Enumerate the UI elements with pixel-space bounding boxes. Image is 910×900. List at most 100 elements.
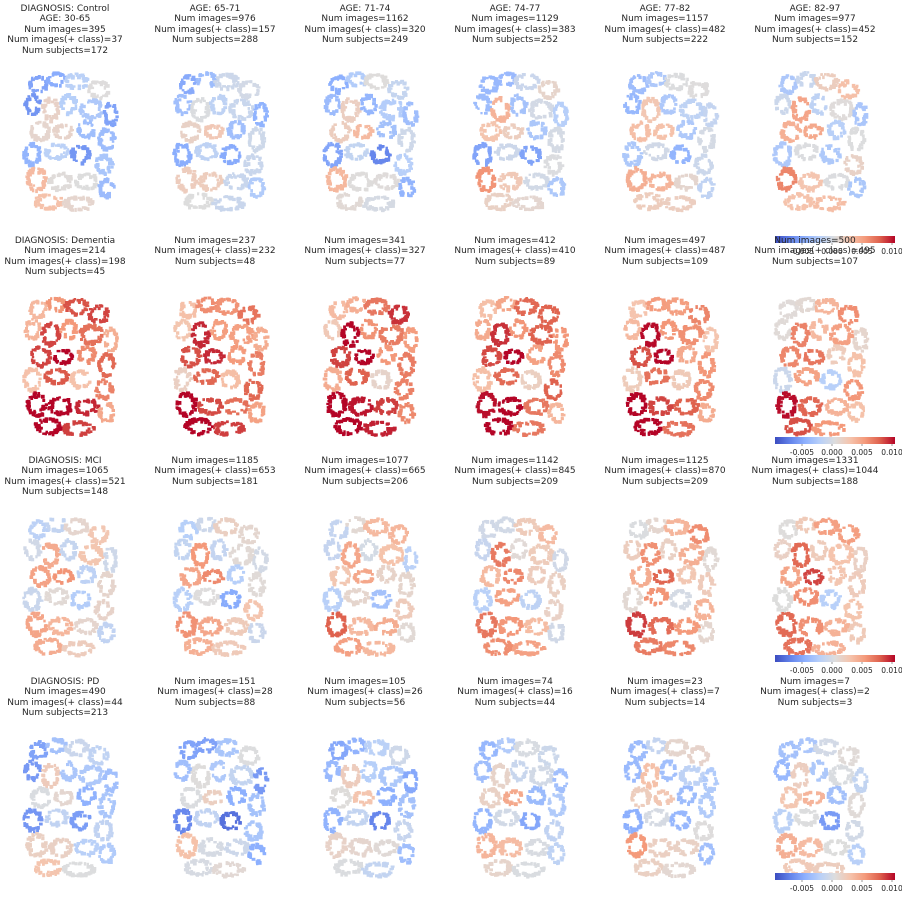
brain-region-3 — [403, 81, 407, 85]
brain-region-22 — [521, 205, 525, 209]
brain-region-19 — [236, 174, 241, 178]
brain-region-19 — [535, 172, 539, 177]
brain-region-8 — [705, 103, 709, 107]
brain-region-7 — [387, 114, 391, 118]
brain-region-22 — [531, 195, 536, 200]
brain-region-18 — [658, 187, 662, 192]
brain-region-2 — [381, 77, 385, 81]
brain-region-21 — [647, 193, 650, 197]
brain-region-18 — [58, 173, 63, 176]
brain-region-2 — [225, 73, 228, 77]
brain-region-17 — [34, 189, 38, 194]
brain-region-4 — [328, 112, 332, 116]
brain-region-0 — [484, 88, 489, 93]
brain-region-20 — [398, 191, 402, 195]
brain-region-9 — [30, 134, 34, 138]
brain-region-5 — [357, 109, 362, 113]
brain-region-17 — [628, 187, 633, 191]
brain-region-17 — [28, 172, 32, 177]
brain-region-10 — [66, 135, 70, 139]
brain-region-2 — [369, 84, 373, 88]
brain-region-9 — [346, 131, 350, 134]
brain-region-9 — [190, 139, 193, 144]
brain-region-16 — [94, 157, 98, 160]
brain-region-5 — [205, 102, 209, 107]
brain-region-6 — [371, 97, 376, 102]
brain-region-13 — [639, 152, 643, 155]
brain-region-16 — [709, 165, 713, 169]
brain-region-20 — [98, 186, 102, 191]
brain-region-10 — [54, 125, 58, 129]
brain-region-2 — [363, 77, 368, 80]
brain-region-21 — [492, 206, 496, 210]
brain-region-3 — [91, 92, 96, 97]
brain-region-21 — [33, 202, 37, 207]
brain-region-8 — [563, 119, 567, 124]
brain-region-20 — [696, 186, 701, 189]
brain-region-21 — [359, 200, 363, 204]
brain-region-17 — [334, 188, 338, 193]
brain-region-19 — [382, 172, 385, 176]
brain-region-0 — [187, 89, 191, 93]
brain-region-20 — [696, 184, 701, 187]
brain-region-11 — [380, 123, 384, 126]
brain-region-16 — [550, 169, 555, 174]
brain-region-21 — [640, 195, 643, 198]
brain-region-18 — [656, 188, 660, 192]
brain-region-22 — [681, 205, 685, 208]
brain-region-7 — [678, 108, 682, 113]
brain-region-12 — [251, 145, 254, 150]
brain-region-20 — [100, 180, 105, 185]
brain-region-8 — [260, 120, 263, 124]
brain-region-22 — [67, 203, 71, 208]
brain-region-13 — [636, 159, 641, 163]
brain-region-4 — [326, 95, 331, 99]
brain-region-1 — [199, 74, 204, 77]
brain-region-0 — [340, 75, 344, 79]
brain-region-21 — [354, 201, 359, 206]
brain-region-11 — [390, 126, 394, 129]
brain-region-7 — [387, 117, 391, 121]
brain-region-5 — [344, 101, 348, 105]
brain-region-3 — [700, 93, 703, 97]
brain-region-22 — [514, 205, 518, 208]
brain-region-18 — [202, 173, 206, 178]
brain-region-2 — [532, 74, 535, 77]
brain-region-5 — [347, 118, 351, 122]
brain-region-5 — [55, 103, 58, 106]
brain-region-7 — [237, 114, 242, 118]
brain-region-17 — [43, 179, 47, 183]
brain-region-19 — [684, 187, 688, 192]
brain-region-21 — [490, 193, 493, 197]
brain-region-2 — [78, 74, 81, 77]
brain-region-19 — [528, 173, 531, 176]
brain-region-12 — [261, 132, 265, 137]
brain-region-13 — [175, 149, 180, 153]
brain-region-19 — [374, 180, 377, 185]
brain-region-15 — [224, 148, 228, 151]
brain-region-6 — [366, 112, 370, 116]
brain-region-22 — [533, 206, 537, 210]
brain-region-11 — [542, 129, 546, 132]
brain-region-9 — [638, 138, 642, 143]
brain-region-4 — [337, 106, 341, 110]
brain-region-4 — [35, 100, 38, 103]
brain-region-19 — [89, 186, 93, 191]
brain-region-7 — [240, 117, 244, 121]
brain-region-12 — [104, 146, 108, 151]
brain-region-2 — [215, 76, 220, 80]
brain-region-8 — [553, 119, 558, 124]
brain-region-0 — [188, 89, 192, 93]
brain-region-19 — [375, 183, 380, 186]
brain-region-21 — [503, 203, 507, 207]
brain-region-11 — [380, 124, 384, 128]
brain-region-13 — [627, 163, 632, 167]
brain-region-17 — [642, 179, 646, 183]
brain-region-11 — [682, 123, 685, 126]
brain-region-14 — [656, 145, 660, 149]
brain-region-11 — [241, 126, 245, 130]
brain-region-19 — [544, 176, 548, 180]
brain-region-7 — [531, 100, 536, 104]
brain-region-16 — [546, 169, 551, 173]
brain-region-3 — [541, 93, 544, 97]
